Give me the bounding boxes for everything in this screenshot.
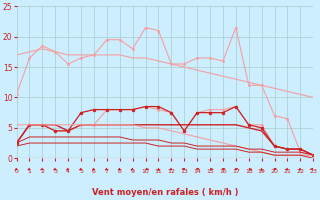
X-axis label: Vent moyen/en rafales ( km/h ): Vent moyen/en rafales ( km/h ) [92,188,238,197]
